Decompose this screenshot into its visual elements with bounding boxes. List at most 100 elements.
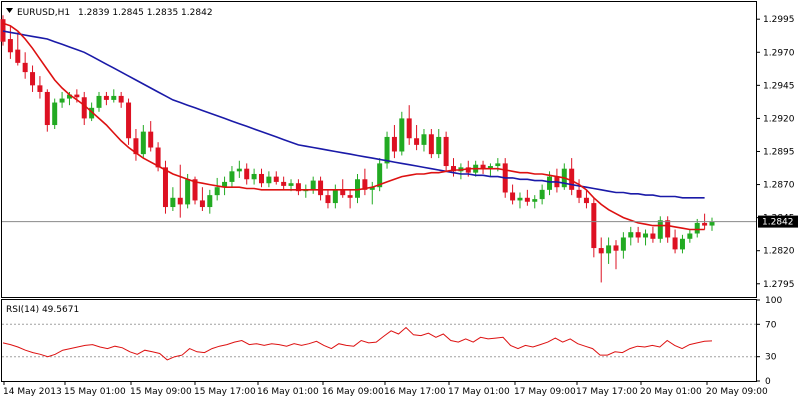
candle-body bbox=[414, 138, 420, 145]
candle-body bbox=[443, 136, 449, 167]
candle bbox=[391, 125, 397, 159]
candle-body bbox=[421, 134, 427, 145]
candle bbox=[620, 232, 626, 259]
candle bbox=[281, 176, 287, 190]
rsi-tick-label: 0 bbox=[765, 377, 771, 387]
chart-menu-icon[interactable] bbox=[6, 8, 13, 13]
candle bbox=[295, 179, 301, 196]
candle bbox=[628, 226, 634, 246]
candle-body bbox=[687, 233, 693, 239]
candle-body bbox=[140, 131, 146, 155]
price-tick-label: 1.2920 bbox=[763, 114, 795, 124]
candle bbox=[598, 237, 604, 283]
candle bbox=[672, 229, 678, 254]
candle bbox=[414, 125, 420, 151]
candle-body bbox=[258, 173, 264, 184]
candle-body bbox=[192, 179, 198, 201]
candle-body bbox=[428, 134, 434, 155]
candle-body bbox=[222, 181, 228, 188]
candle-body bbox=[244, 168, 250, 180]
candle-body bbox=[273, 176, 279, 182]
candle bbox=[650, 226, 656, 243]
rsi-axis: 100 70 30 0 bbox=[756, 296, 782, 387]
candle bbox=[44, 89, 50, 132]
candle-body bbox=[480, 164, 486, 169]
candle bbox=[15, 32, 21, 66]
candle-body bbox=[177, 197, 183, 205]
candle bbox=[583, 189, 589, 209]
candle-body bbox=[547, 176, 553, 190]
current-price-marker: 1.2842 bbox=[758, 215, 798, 228]
candle-body bbox=[399, 118, 405, 152]
rsi-line-layer bbox=[2, 326, 713, 361]
candle bbox=[199, 187, 205, 212]
candle-body bbox=[451, 166, 457, 172]
candle-body bbox=[694, 222, 700, 234]
candle-body bbox=[118, 95, 124, 103]
candle-body bbox=[532, 199, 538, 202]
candle bbox=[451, 158, 457, 177]
candle bbox=[318, 176, 324, 201]
price-tick-label: 1.2945 bbox=[763, 81, 795, 91]
candle bbox=[229, 166, 235, 188]
candle bbox=[347, 189, 353, 209]
candle bbox=[126, 98, 132, 145]
candle bbox=[576, 179, 582, 204]
candle-body bbox=[281, 181, 287, 186]
candle bbox=[59, 91, 65, 108]
candle-body bbox=[583, 197, 589, 204]
candle bbox=[0, 15, 6, 46]
candle bbox=[214, 177, 220, 201]
candle bbox=[103, 91, 109, 106]
candle-body bbox=[251, 173, 257, 180]
candle bbox=[30, 65, 36, 92]
ma-slow-line bbox=[2, 30, 705, 199]
candle-body bbox=[207, 195, 213, 208]
candle-body bbox=[52, 102, 58, 126]
candle bbox=[177, 164, 183, 218]
candle-body bbox=[148, 131, 154, 148]
candle bbox=[569, 158, 575, 196]
candle bbox=[355, 173, 360, 204]
candle-body bbox=[340, 189, 346, 196]
candle bbox=[52, 98, 58, 129]
time-tick-label: 20 May 01:00 bbox=[640, 387, 702, 397]
candle-body bbox=[665, 220, 671, 238]
candle-body bbox=[96, 95, 102, 108]
candle bbox=[258, 168, 264, 188]
chart-symbol-label: EURUSD,H1 bbox=[17, 8, 70, 18]
candle-body bbox=[613, 245, 619, 251]
candle bbox=[384, 131, 390, 169]
time-tick-label: 15 May 09:00 bbox=[130, 387, 192, 397]
candle-body bbox=[510, 192, 516, 201]
rsi-levels-layer bbox=[2, 323, 756, 358]
candle-body bbox=[347, 195, 353, 198]
candle bbox=[635, 226, 641, 243]
candle bbox=[517, 192, 523, 209]
candle-body bbox=[295, 183, 301, 192]
candle-body bbox=[185, 179, 191, 205]
candle-body bbox=[598, 248, 604, 254]
price-tick-label: 1.2895 bbox=[763, 147, 795, 157]
time-tick-label: 15 May 17:00 bbox=[194, 387, 256, 397]
candle bbox=[340, 179, 346, 198]
candle-body bbox=[679, 238, 685, 250]
candle-body bbox=[310, 180, 316, 190]
candle bbox=[22, 52, 28, 79]
candle bbox=[111, 89, 117, 103]
candle bbox=[140, 125, 146, 159]
candle bbox=[524, 189, 530, 206]
candle-body bbox=[628, 232, 634, 238]
candle bbox=[377, 158, 383, 192]
candle-body bbox=[325, 195, 331, 204]
candle bbox=[406, 105, 412, 145]
candle-body bbox=[37, 85, 43, 92]
candle-body bbox=[591, 203, 597, 249]
price-tick-label: 1.2995 bbox=[763, 15, 795, 25]
time-tick-label: 17 May 17:00 bbox=[576, 387, 638, 397]
time-tick-label: 14 May 2013 bbox=[3, 387, 62, 397]
candle bbox=[207, 189, 213, 214]
candle-body bbox=[620, 237, 626, 251]
candle-body bbox=[709, 221, 715, 226]
